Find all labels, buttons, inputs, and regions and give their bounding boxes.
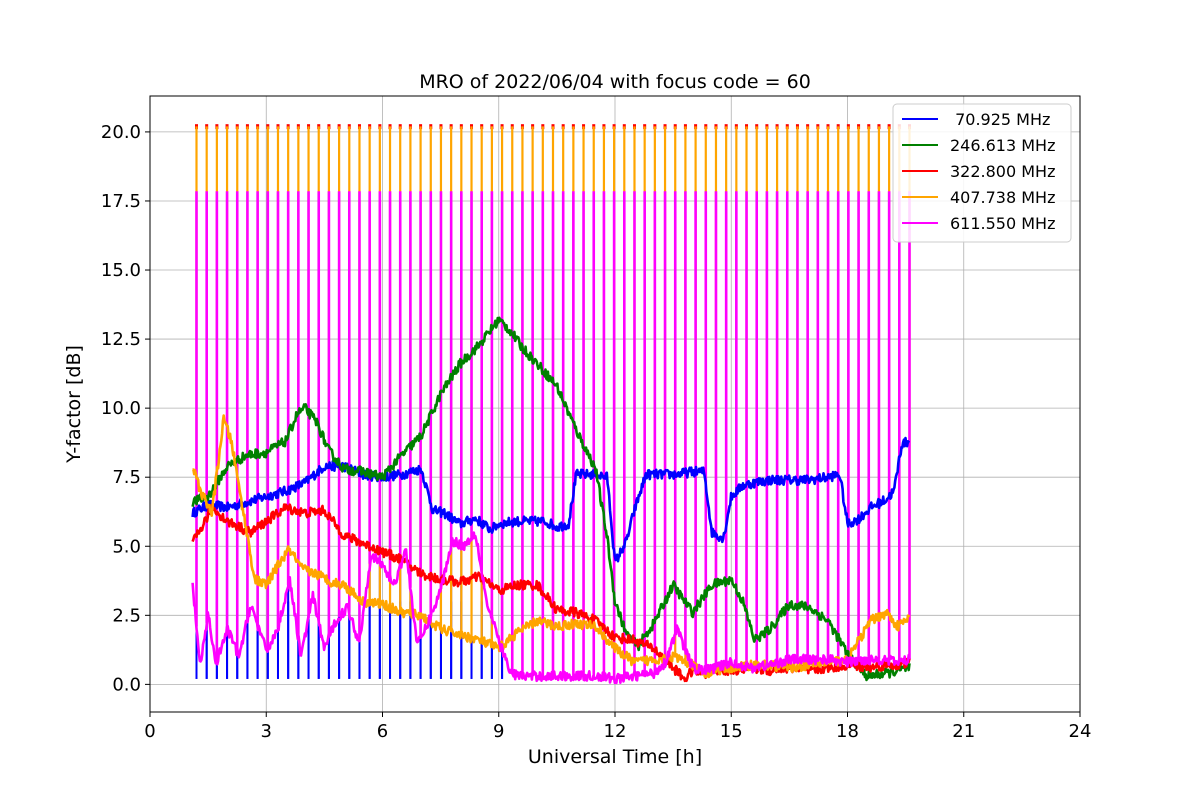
x-tick-label: 15 [720, 721, 743, 742]
y-tick-label: 12.5 [101, 329, 141, 350]
x-tick-label: 12 [604, 721, 627, 742]
y-tick-label: 20.0 [101, 122, 141, 143]
y-axis-ticks: 0.0 2.5 5.0 7.5 10.0 12.5 15.0 17.5 20.0 [101, 122, 150, 695]
chart-title: MRO of 2022/06/04 with focus code = 60 [419, 71, 811, 93]
series-lines [191, 316, 911, 685]
series-line-0 [191, 436, 911, 563]
legend-box [892, 103, 1072, 243]
y-tick-label: 2.5 [112, 605, 141, 626]
legend-label: 611.550 MHz [950, 214, 1055, 233]
y-tick-label: 7.5 [112, 467, 141, 488]
legend-label: 322.800 MHz [950, 162, 1055, 181]
x-axis-ticks: 0 3 6 9 12 15 18 21 24 [144, 712, 1091, 742]
legend-label: 246.613 MHz [950, 136, 1055, 155]
x-tick-label: 6 [377, 721, 388, 742]
series-line-4 [191, 531, 911, 685]
y-axis-label: Y-factor [dB] [63, 345, 85, 464]
series-line-1 [191, 316, 911, 682]
x-tick-label: 3 [261, 721, 272, 742]
x-tick-label: 24 [1069, 721, 1092, 742]
y-tick-label: 15.0 [101, 260, 141, 281]
legend: 70.925 MHz 246.613 MHz 322.800 MHz 407.738 … [892, 103, 1072, 243]
legend-label: 407.738 MHz [950, 188, 1055, 207]
y-tick-label: 5.0 [112, 536, 141, 557]
x-tick-label: 21 [952, 721, 975, 742]
x-tick-label: 0 [144, 721, 155, 742]
x-tick-label: 18 [836, 721, 859, 742]
y-tick-label: 17.5 [101, 191, 141, 212]
x-tick-label: 9 [493, 721, 504, 742]
legend-label: 70.925 MHz [950, 110, 1050, 129]
y-tick-label: 0.0 [112, 674, 141, 695]
y-tick-label: 10.0 [101, 398, 141, 419]
x-axis-label: Universal Time [h] [528, 746, 702, 768]
